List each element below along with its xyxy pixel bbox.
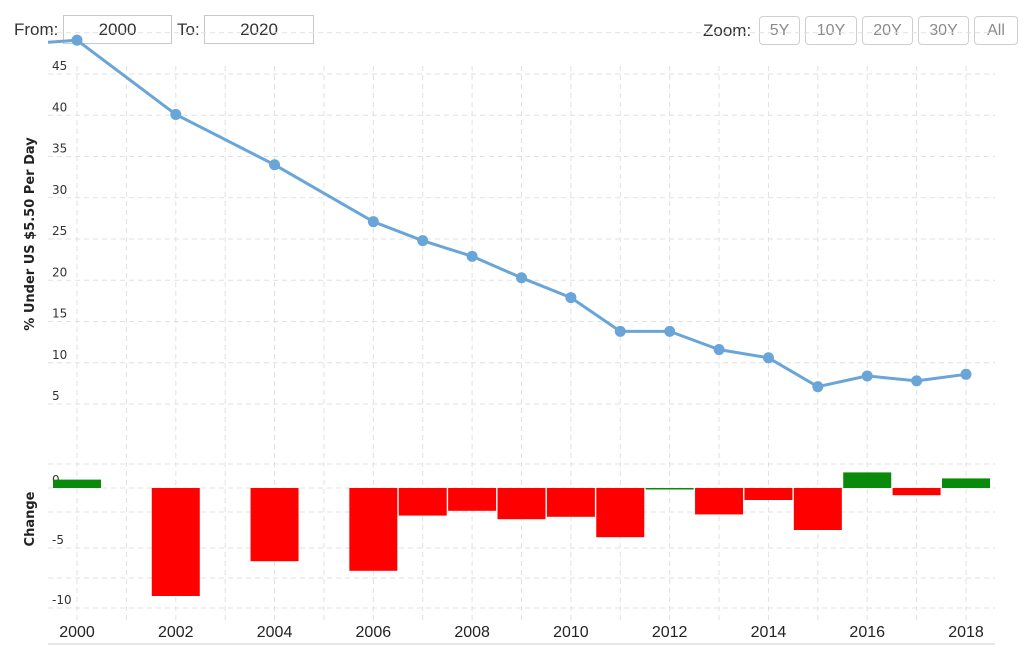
change-bar xyxy=(398,488,447,516)
x-tick-label: 2004 xyxy=(257,624,293,641)
x-tick-label: 2002 xyxy=(158,624,194,641)
line-series xyxy=(76,39,967,389)
y-tick-label: 5 xyxy=(52,389,60,403)
y-tick-label: 35 xyxy=(52,142,67,156)
change-bar xyxy=(151,488,200,596)
line-point xyxy=(911,375,923,387)
x-tick-label: 2014 xyxy=(751,624,787,641)
change-bar xyxy=(250,488,299,562)
line-point xyxy=(861,370,873,382)
change-bar xyxy=(596,488,645,538)
y-tick-label: 20 xyxy=(52,265,67,279)
line-point xyxy=(565,292,577,304)
y-axis-title: % Under US $5.50 Per Day xyxy=(23,137,38,331)
x-tick-label: 2010 xyxy=(553,624,589,641)
change-bar xyxy=(448,488,497,511)
line-point xyxy=(960,368,972,380)
to-label: To: xyxy=(177,20,200,39)
y-tick-label: 10 xyxy=(52,348,67,362)
y-tick-label: 25 xyxy=(52,224,67,238)
zoom-5y-button[interactable]: 5Y xyxy=(759,16,800,45)
zoom-20y-button[interactable]: 20Y xyxy=(862,16,913,45)
line-point xyxy=(614,325,626,337)
change-y-tick-label: -10 xyxy=(52,593,72,607)
change-bar xyxy=(744,488,793,500)
change-bar xyxy=(546,488,595,517)
change-bar xyxy=(645,488,694,490)
line-point xyxy=(170,108,182,120)
from-label: From: xyxy=(14,20,59,39)
change-bar xyxy=(53,479,101,488)
x-tick-label: 2000 xyxy=(59,624,95,641)
line-point xyxy=(762,352,774,364)
x-tick-label: 2012 xyxy=(652,624,688,641)
zoom-30y-button[interactable]: 30Y xyxy=(918,16,969,45)
line-point xyxy=(367,216,379,228)
y-tick-label: 15 xyxy=(52,307,67,321)
line-point xyxy=(71,34,83,46)
x-tick-label: 2006 xyxy=(356,624,392,641)
zoom-10y-button[interactable]: 10Y xyxy=(805,16,857,45)
change-bar xyxy=(695,488,744,515)
change-y-tick-label: -5 xyxy=(52,533,64,547)
change-bar xyxy=(892,488,941,496)
line-point xyxy=(516,272,527,284)
x-tick-label: 2018 xyxy=(948,624,984,641)
to-date-input[interactable] xyxy=(204,15,314,44)
line-point xyxy=(269,159,281,171)
y-tick-label: 40 xyxy=(52,100,67,114)
change-bar xyxy=(793,488,842,530)
line-point xyxy=(664,325,676,337)
change-bar xyxy=(843,472,892,488)
change-bar xyxy=(349,488,398,571)
y-tick-label: 45 xyxy=(52,59,67,73)
x-tick-label: 2016 xyxy=(849,624,885,641)
zoom-all-button[interactable]: All xyxy=(974,16,1018,45)
line-point xyxy=(713,344,725,356)
line-point xyxy=(812,381,824,393)
change-bar xyxy=(942,478,990,488)
zoom-label: Zoom: xyxy=(703,21,752,40)
line-point xyxy=(466,250,478,262)
change-bar xyxy=(497,488,546,520)
change-axis-title: Change xyxy=(23,491,38,546)
x-tick-label: 2008 xyxy=(454,624,490,641)
range-toolbar: From: To: Zoom: 5Y 10Y 20Y 30Y All xyxy=(0,0,1024,50)
y-tick-label: 30 xyxy=(52,183,67,197)
line-point xyxy=(417,235,429,247)
